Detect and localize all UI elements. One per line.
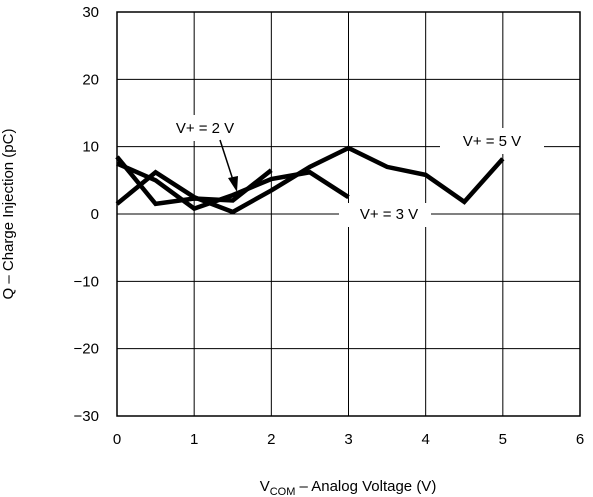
x-tick-label-3: 3 bbox=[344, 431, 352, 448]
plot-frame bbox=[116, 11, 581, 417]
annotation-leader-line bbox=[219, 139, 234, 181]
annotation-label-3: V+ = 5 V bbox=[463, 133, 521, 150]
series-line-2 bbox=[116, 161, 350, 212]
annotation-label-1: V+ = 2 V bbox=[176, 120, 234, 137]
x-tick-label-5: 5 bbox=[499, 431, 507, 448]
series-line-3 bbox=[115, 145, 505, 215]
x-tick-label-1: 1 bbox=[190, 431, 198, 448]
y-axis-title: Q – Charge Injection (pC) bbox=[0, 129, 17, 300]
annotation-box-3 bbox=[440, 128, 544, 154]
y-tick-label-0: −30 bbox=[74, 408, 99, 425]
y-tick-label-5: 20 bbox=[82, 71, 99, 88]
x-axis-title-rest: – Analog Voltage (V) bbox=[295, 478, 436, 495]
annotations-group: V+ = 2 V V+ = 3 V V+ = 5 V bbox=[155, 115, 544, 227]
series-group bbox=[115, 145, 505, 215]
x-axis-title-subscript: COM bbox=[270, 486, 296, 497]
y-tick-label-3: 0 bbox=[91, 206, 99, 223]
annotation-box-1 bbox=[155, 115, 255, 141]
x-tick-label-6: 6 bbox=[576, 431, 584, 448]
y-tick-label-1: −20 bbox=[74, 341, 99, 358]
y-tick-labels: −30 −20 −10 0 10 20 30 bbox=[74, 4, 99, 425]
y-tick-label-2: −10 bbox=[74, 273, 99, 290]
x-tick-label-0: 0 bbox=[113, 431, 121, 448]
x-tick-label-4: 4 bbox=[421, 431, 429, 448]
annotation-arrowhead bbox=[228, 176, 238, 192]
y-tick-label-4: 10 bbox=[82, 139, 99, 156]
x-tick-labels: 0 1 2 3 4 5 6 bbox=[113, 431, 584, 448]
x-axis-title: VCOM – Analog Voltage (V) bbox=[260, 478, 437, 497]
x-axis-title-main: V bbox=[260, 478, 270, 495]
x-tick-label-2: 2 bbox=[267, 431, 275, 448]
y-tick-label-6: 30 bbox=[82, 4, 99, 21]
annotation-box-2 bbox=[339, 203, 431, 227]
annotation-label-2: V+ = 3 V bbox=[360, 206, 418, 223]
